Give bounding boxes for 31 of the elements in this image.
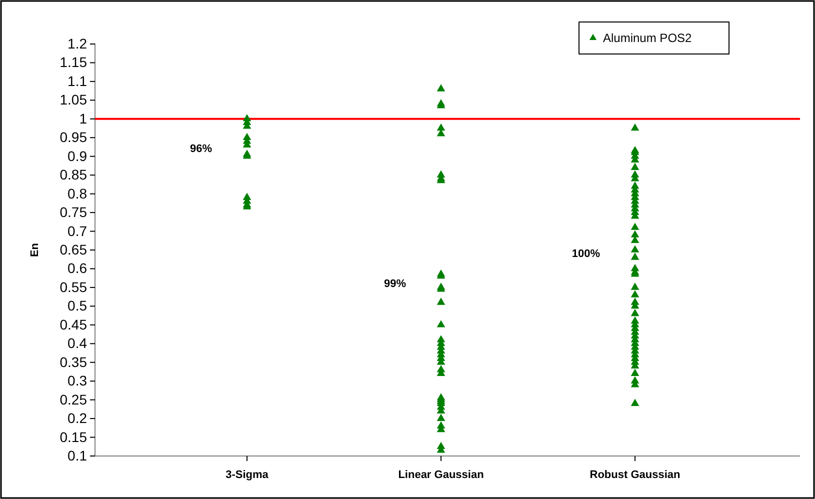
y-tick-label: 0.8 — [68, 185, 88, 202]
y-tick-label: 0.4 — [68, 335, 88, 352]
y-tick-label: 0.6 — [68, 260, 88, 276]
y-tick-label: 0.45 — [60, 316, 88, 332]
x-tick-label: 3-Sigma — [226, 469, 270, 481]
x-tick-label: Linear Gaussian — [398, 469, 484, 481]
y-tick-label: 0.55 — [60, 278, 88, 295]
y-tick-label: 1 — [79, 110, 88, 126]
y-tick-label: 0.5 — [68, 298, 88, 314]
legend-label: Aluminum POS2 — [603, 31, 692, 45]
y-tick-label: 0.3 — [68, 372, 88, 389]
y-tick-label: 1.2 — [68, 35, 88, 52]
annotation: 99% — [384, 278, 406, 290]
y-tick-label: 0.35 — [60, 354, 88, 370]
y-tick-label: 0.2 — [68, 410, 88, 426]
y-tick-label: 0.25 — [60, 391, 88, 408]
y-tick-label: 1.1 — [68, 72, 88, 89]
y-tick-label: 1.05 — [60, 92, 88, 108]
y-tick-label: 0.75 — [60, 204, 88, 220]
y-tick-label: 1.15 — [60, 54, 88, 70]
y-tick-label: 0.7 — [68, 222, 88, 239]
y-tick-label: 0.1 — [68, 447, 88, 464]
y-tick-label: 0.15 — [60, 428, 88, 445]
y-tick-label: 0.65 — [60, 241, 88, 258]
y-tick-label: 0.9 — [68, 148, 88, 164]
annotation: 100% — [572, 248, 600, 260]
y-tick-label: 0.95 — [60, 129, 88, 146]
y-tick-label: 0.85 — [60, 166, 88, 183]
x-tick-label: Robust Gaussian — [590, 469, 681, 481]
y-axis-title: En — [29, 242, 41, 258]
annotation: 96% — [190, 143, 212, 155]
